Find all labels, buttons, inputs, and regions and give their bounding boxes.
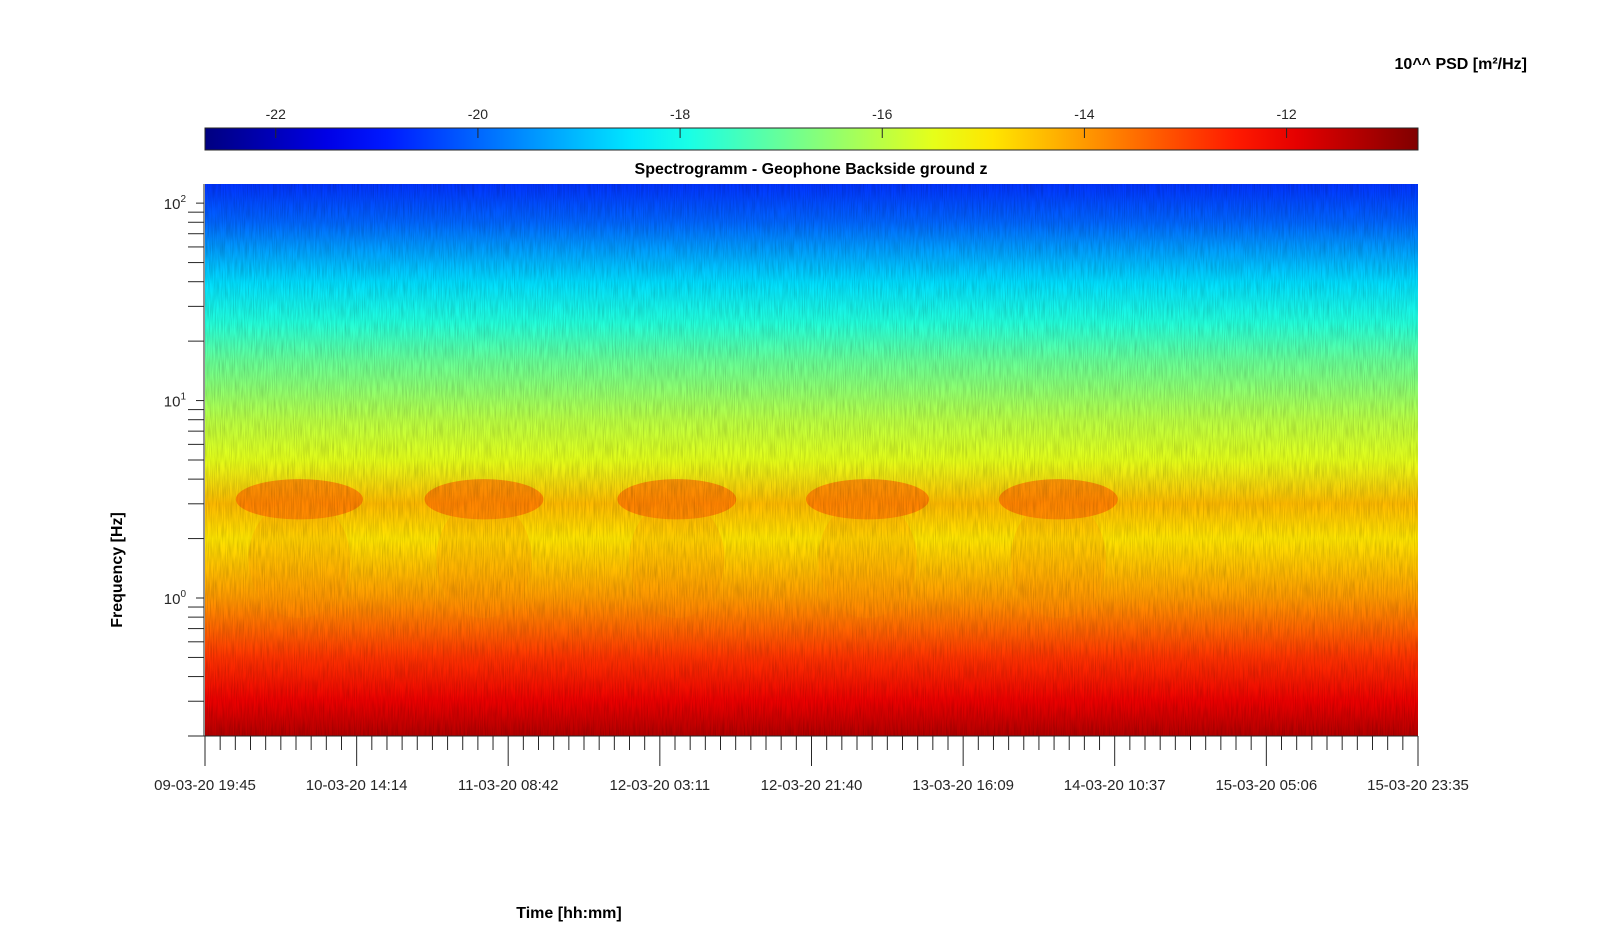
spectrogram-plot-area — [205, 184, 1418, 736]
y-tick-label: 100 — [164, 589, 187, 608]
colorbar-tick-label: -16 — [872, 106, 892, 122]
x-tick-label: 13-03-20 16:09 — [912, 777, 1014, 794]
spectrogram-noise-texture — [205, 184, 1418, 736]
x-tick-label: 14-03-20 10:37 — [1064, 777, 1166, 794]
x-tick-label: 09-03-20 19:45 — [154, 777, 256, 794]
colorbar-title: 10^^ PSD [m²/Hz] — [1395, 56, 1527, 73]
y-tick-label: 101 — [164, 392, 187, 411]
x-tick-label: 15-03-20 05:06 — [1215, 777, 1317, 794]
x-tick-label: 12-03-20 03:11 — [610, 777, 711, 794]
colorbar: -22 -20 -18 -16 -14 -12 10^^ PSD [m²/Hz] — [204, 56, 1527, 151]
colorbar-tick-label: -14 — [1074, 106, 1094, 122]
colorbar-gradient — [204, 127, 1419, 151]
x-axis-label: Time [hh:mm] — [516, 905, 621, 922]
chart-title: Spectrogramm - Geophone Backside ground … — [635, 161, 988, 178]
x-tick-label: 15-03-20 23:35 — [1367, 777, 1469, 794]
colorbar-tick-label: -12 — [1276, 106, 1296, 122]
colorbar-tick-label: -18 — [670, 106, 690, 122]
colorbar-tick-label: -20 — [468, 106, 488, 122]
colorbar-tick-label: -22 — [266, 106, 286, 122]
y-axis-label: Frequency [Hz] — [109, 512, 126, 628]
y-tick-label: 102 — [164, 194, 187, 213]
x-tick-label: 11-03-20 08:42 — [458, 777, 559, 794]
x-tick-label: 10-03-20 14:14 — [306, 777, 408, 794]
x-tick-label: 12-03-20 21:40 — [761, 777, 863, 794]
